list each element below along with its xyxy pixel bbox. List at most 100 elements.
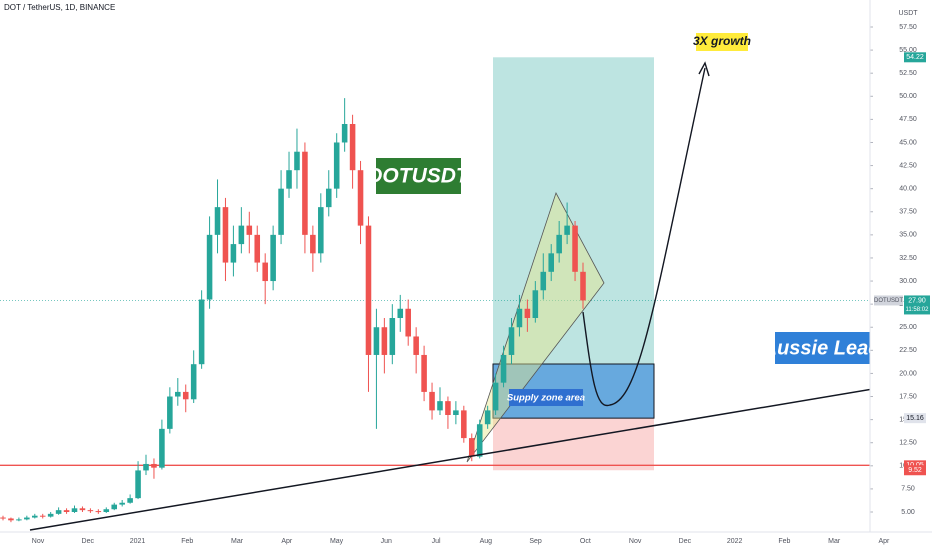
zone-box: [509, 389, 583, 406]
x-tick-label: Sep: [529, 538, 542, 545]
candle-body: [516, 308, 523, 328]
candle-body: [341, 124, 348, 143]
candle-body: [413, 336, 419, 355]
candle-body: [167, 396, 173, 429]
y-tick-label: 55.00: [899, 47, 917, 54]
y-tick-label: 5.00: [901, 509, 915, 516]
candle-body: [63, 510, 70, 512]
projection-curve: [582, 67, 706, 407]
time-axis-bg: [0, 532, 932, 550]
projection-arrow: [698, 61, 710, 77]
candle-body: [103, 509, 110, 512]
candle-body: [119, 502, 125, 505]
candle-body: [270, 234, 276, 282]
x-tick-label: Dec: [679, 538, 692, 545]
candle-body: [47, 513, 54, 517]
x-tick-label: 2022: [727, 538, 743, 545]
y-tick-label: 22.50: [899, 347, 917, 354]
candle-body: [151, 463, 157, 468]
candle-body: [572, 225, 578, 272]
stop-zone: [493, 418, 654, 471]
candle-body: [16, 519, 22, 521]
x-tick-label: Nov: [629, 538, 642, 545]
candle-body: [8, 518, 14, 521]
x-tick-label: Dec: [82, 538, 95, 545]
x-tick-label: Feb: [181, 538, 193, 545]
entry-label: 15.16: [906, 415, 924, 422]
candle-body: [453, 410, 459, 415]
candle-body: [214, 207, 221, 235]
candle-body: [32, 515, 38, 518]
candle-body: [39, 515, 46, 517]
candle-body: [429, 391, 435, 411]
author-label: Aussie Leader: [762, 337, 901, 359]
candle-body: [286, 170, 292, 189]
candle-body: [206, 234, 213, 300]
y-tick-label: 12.50: [899, 440, 917, 447]
candle-body: [278, 188, 284, 235]
last-name-badge: [874, 295, 903, 306]
y-tick-label: 47.50: [899, 116, 917, 123]
y-tick-label: 45.00: [899, 139, 917, 146]
last-name: DOTUSDT: [874, 298, 903, 304]
name-box: [376, 158, 461, 194]
candle-body: [397, 308, 404, 318]
x-tick-label: Mar: [231, 538, 244, 545]
candle-body: [190, 364, 197, 400]
y-tick-label: 35.00: [899, 232, 917, 239]
x-tick-label: Jul: [432, 538, 441, 545]
candle-body: [389, 318, 396, 355]
candle-body: [175, 391, 181, 397]
candle-body: [500, 354, 507, 383]
candle-body: [349, 124, 356, 171]
candle-body: [24, 517, 30, 520]
x-tick-label: May: [330, 538, 344, 545]
candle-body: [405, 308, 411, 337]
y-tick-label: 30.00: [899, 278, 917, 285]
candle-body: [79, 508, 86, 511]
y-tick-label: 52.50: [899, 70, 917, 77]
candle-body: [365, 225, 372, 355]
growth-box: [696, 33, 748, 51]
x-tick-label: 2021: [130, 538, 146, 545]
candle-body: [302, 151, 308, 235]
candle-body: [294, 151, 300, 171]
candle-body: [318, 207, 324, 254]
candle-body: [222, 207, 229, 263]
candle-body: [182, 391, 189, 400]
axis-unit: USDT: [898, 10, 918, 17]
candle-body: [325, 188, 332, 208]
last-price-label: 27.90: [908, 297, 926, 304]
stop-badge: [904, 465, 926, 476]
candle-body: [159, 428, 165, 468]
candle-body: [127, 498, 133, 503]
candle-body: [548, 253, 554, 272]
candle-body: [445, 401, 451, 415]
candle-body: [198, 299, 205, 365]
candle-body: [111, 504, 118, 510]
candle-body: [262, 262, 268, 282]
y-tick-label: 20.00: [899, 370, 917, 377]
last-price-badge: [904, 295, 930, 315]
y-tick-label: 25.00: [899, 324, 917, 331]
x-tick-label: Aug: [480, 538, 493, 545]
candle-body: [143, 463, 149, 471]
price-axis-bg: [870, 0, 932, 532]
candle-body: [310, 234, 316, 254]
countdown: 11:58:02: [906, 307, 930, 313]
candle-body: [437, 401, 443, 411]
y-tick-label: 17.50: [899, 393, 917, 400]
candle-body: [468, 438, 475, 457]
target-badge: [904, 52, 926, 63]
y-tick-label: 37.50: [899, 209, 917, 216]
candle-body: [580, 271, 586, 301]
entry-badge: [904, 413, 926, 424]
candle-body: [238, 225, 245, 245]
candle-body: [373, 327, 380, 355]
candle-body: [381, 327, 388, 355]
x-tick-label: Nov: [32, 538, 45, 545]
candle-body: [492, 382, 499, 411]
candle-body: [421, 354, 427, 392]
candle-body: [532, 290, 539, 318]
x-tick-label: Apr: [281, 538, 293, 545]
